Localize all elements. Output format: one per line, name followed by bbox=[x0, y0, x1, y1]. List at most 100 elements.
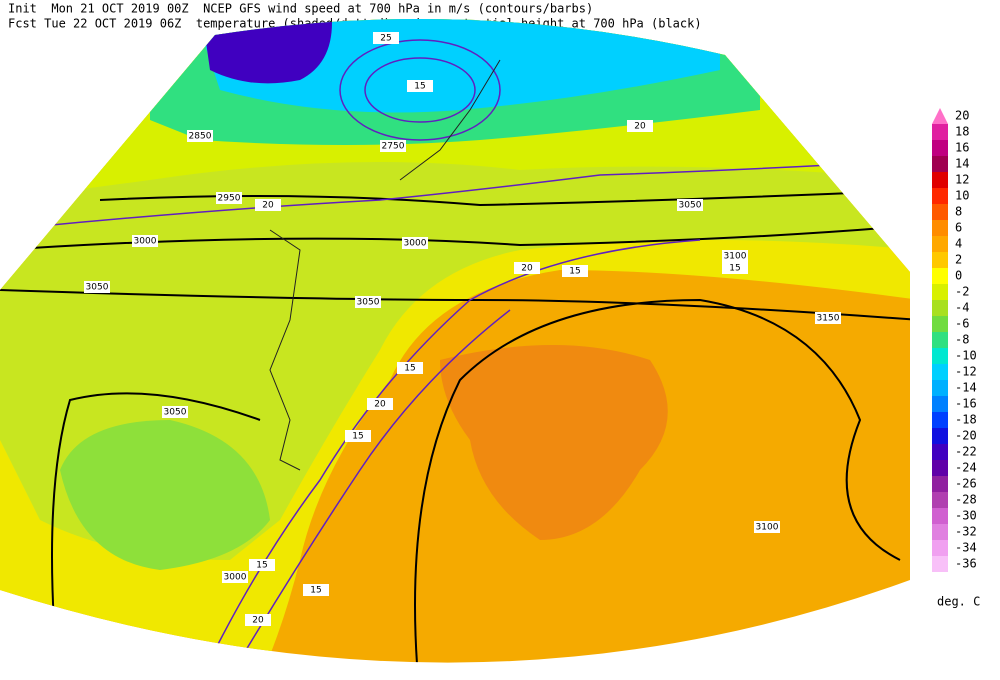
contour-label-bg bbox=[345, 430, 371, 442]
colorbar-box bbox=[932, 140, 948, 156]
contour-label: 3050 bbox=[679, 201, 702, 211]
header-line: Init Mon 21 OCT 2019 00Z NCEP GFS wind s… bbox=[8, 2, 593, 16]
colorbar-label: -10 bbox=[955, 349, 977, 363]
contour-label-bg bbox=[245, 614, 271, 626]
contour-label: 3100 bbox=[724, 252, 747, 262]
contour-label: 2750 bbox=[382, 142, 405, 152]
contour-label-bg bbox=[216, 192, 242, 204]
colorbar-label: -14 bbox=[955, 381, 977, 395]
colorbar-label: -4 bbox=[955, 301, 969, 315]
colorbar-label: 18 bbox=[955, 125, 969, 139]
contour-label-bg bbox=[249, 559, 275, 571]
contour-label-bg bbox=[355, 296, 381, 308]
contour-label: 3050 bbox=[86, 283, 109, 293]
contour-label-bg bbox=[255, 199, 281, 211]
colorbar-box bbox=[932, 156, 948, 172]
contour-label: 3000 bbox=[224, 573, 247, 583]
contour-label: 15 bbox=[310, 586, 321, 596]
contour-label: 15 bbox=[729, 264, 740, 274]
contour-label: 15 bbox=[352, 432, 363, 442]
colorbar-box bbox=[932, 316, 948, 332]
contour-label-bg bbox=[407, 80, 433, 92]
colorbar-unit: deg. C bbox=[937, 595, 980, 609]
contour-label: 2950 bbox=[218, 194, 241, 204]
colorbar-box bbox=[932, 252, 948, 268]
colorbar-label: 6 bbox=[955, 221, 962, 235]
colorbar-box bbox=[932, 300, 948, 316]
colorbar-label: 8 bbox=[955, 205, 962, 219]
colorbar-box bbox=[932, 204, 948, 220]
contour-label-bg bbox=[162, 406, 188, 418]
colorbar-label: -12 bbox=[955, 365, 977, 379]
colorbar-label: 4 bbox=[955, 237, 962, 251]
colorbar-box bbox=[932, 236, 948, 252]
contour-label-bg bbox=[722, 250, 748, 262]
colorbar-label: -36 bbox=[955, 557, 977, 571]
contour-label: 3100 bbox=[756, 523, 779, 533]
colorbar-label: -18 bbox=[955, 413, 977, 427]
contour-label-bg bbox=[627, 120, 653, 132]
colorbar-label: -8 bbox=[955, 333, 969, 347]
colorbar-label: -24 bbox=[955, 461, 977, 475]
colorbar-label: -34 bbox=[955, 541, 977, 555]
colorbar-label: -6 bbox=[955, 317, 969, 331]
contour-label-bg bbox=[677, 199, 703, 211]
contour-label: 20 bbox=[634, 122, 646, 132]
contour-label-bg bbox=[373, 32, 399, 44]
contour-label-bg bbox=[815, 312, 841, 324]
colorbar-label: -32 bbox=[955, 525, 977, 539]
colorbar-box bbox=[932, 172, 948, 188]
contour-label-bg bbox=[222, 571, 248, 583]
colorbar-box bbox=[932, 284, 948, 300]
colorbar-label: -22 bbox=[955, 445, 977, 459]
contour-label: 3000 bbox=[404, 239, 427, 249]
contour-label-bg bbox=[84, 281, 110, 293]
colorbar-label: -30 bbox=[955, 509, 977, 523]
colorbar-box bbox=[932, 220, 948, 236]
colorbar-label: -2 bbox=[955, 285, 969, 299]
colorbar-label: 12 bbox=[955, 173, 969, 187]
colorbar-box bbox=[932, 332, 948, 348]
colorbar-label: 14 bbox=[955, 157, 969, 171]
contour-label-bg bbox=[562, 265, 588, 277]
colorbar-box bbox=[932, 524, 948, 540]
contour-label: 20 bbox=[374, 400, 386, 410]
colorbar-label: -26 bbox=[955, 477, 977, 491]
contour-label: 3000 bbox=[134, 237, 157, 247]
contour-label-bg bbox=[722, 262, 748, 274]
contour-label-bg bbox=[187, 130, 213, 142]
colorbar-box bbox=[932, 268, 948, 284]
contour-label: 20 bbox=[262, 201, 274, 211]
contour-label-bg bbox=[402, 237, 428, 249]
colorbar-label: -20 bbox=[955, 429, 977, 443]
colorbar-label: 10 bbox=[955, 189, 969, 203]
colorbar-box bbox=[932, 380, 948, 396]
contour-label-bg bbox=[754, 521, 780, 533]
contour-label: 15 bbox=[256, 561, 267, 571]
colorbar-label: 0 bbox=[955, 269, 962, 283]
contour-label: 3050 bbox=[164, 408, 187, 418]
colorbar-label: -28 bbox=[955, 493, 977, 507]
contour-label: 20 bbox=[521, 264, 533, 274]
colorbar-box bbox=[932, 444, 948, 460]
colorbar-label: -16 bbox=[955, 397, 977, 411]
colorbar-box bbox=[932, 364, 948, 380]
colorbar-box bbox=[932, 428, 948, 444]
colorbar-box bbox=[932, 188, 948, 204]
colorbar-box bbox=[932, 540, 948, 556]
contour-label: 15 bbox=[569, 267, 580, 277]
map bbox=[0, 19, 910, 663]
colorbar-cap bbox=[932, 108, 948, 124]
contour-label-bg bbox=[380, 140, 406, 152]
contour-label: 25 bbox=[380, 34, 391, 44]
contour-label-bg bbox=[367, 398, 393, 410]
colorbar-label: 20 bbox=[955, 109, 969, 123]
colorbar-box bbox=[932, 492, 948, 508]
contour-label-bg bbox=[514, 262, 540, 274]
colorbar-label: 2 bbox=[955, 253, 962, 267]
contour-label-bg bbox=[132, 235, 158, 247]
contour-label: 2850 bbox=[189, 132, 212, 142]
contour-label-bg bbox=[397, 362, 423, 374]
colorbar-box bbox=[932, 556, 948, 572]
